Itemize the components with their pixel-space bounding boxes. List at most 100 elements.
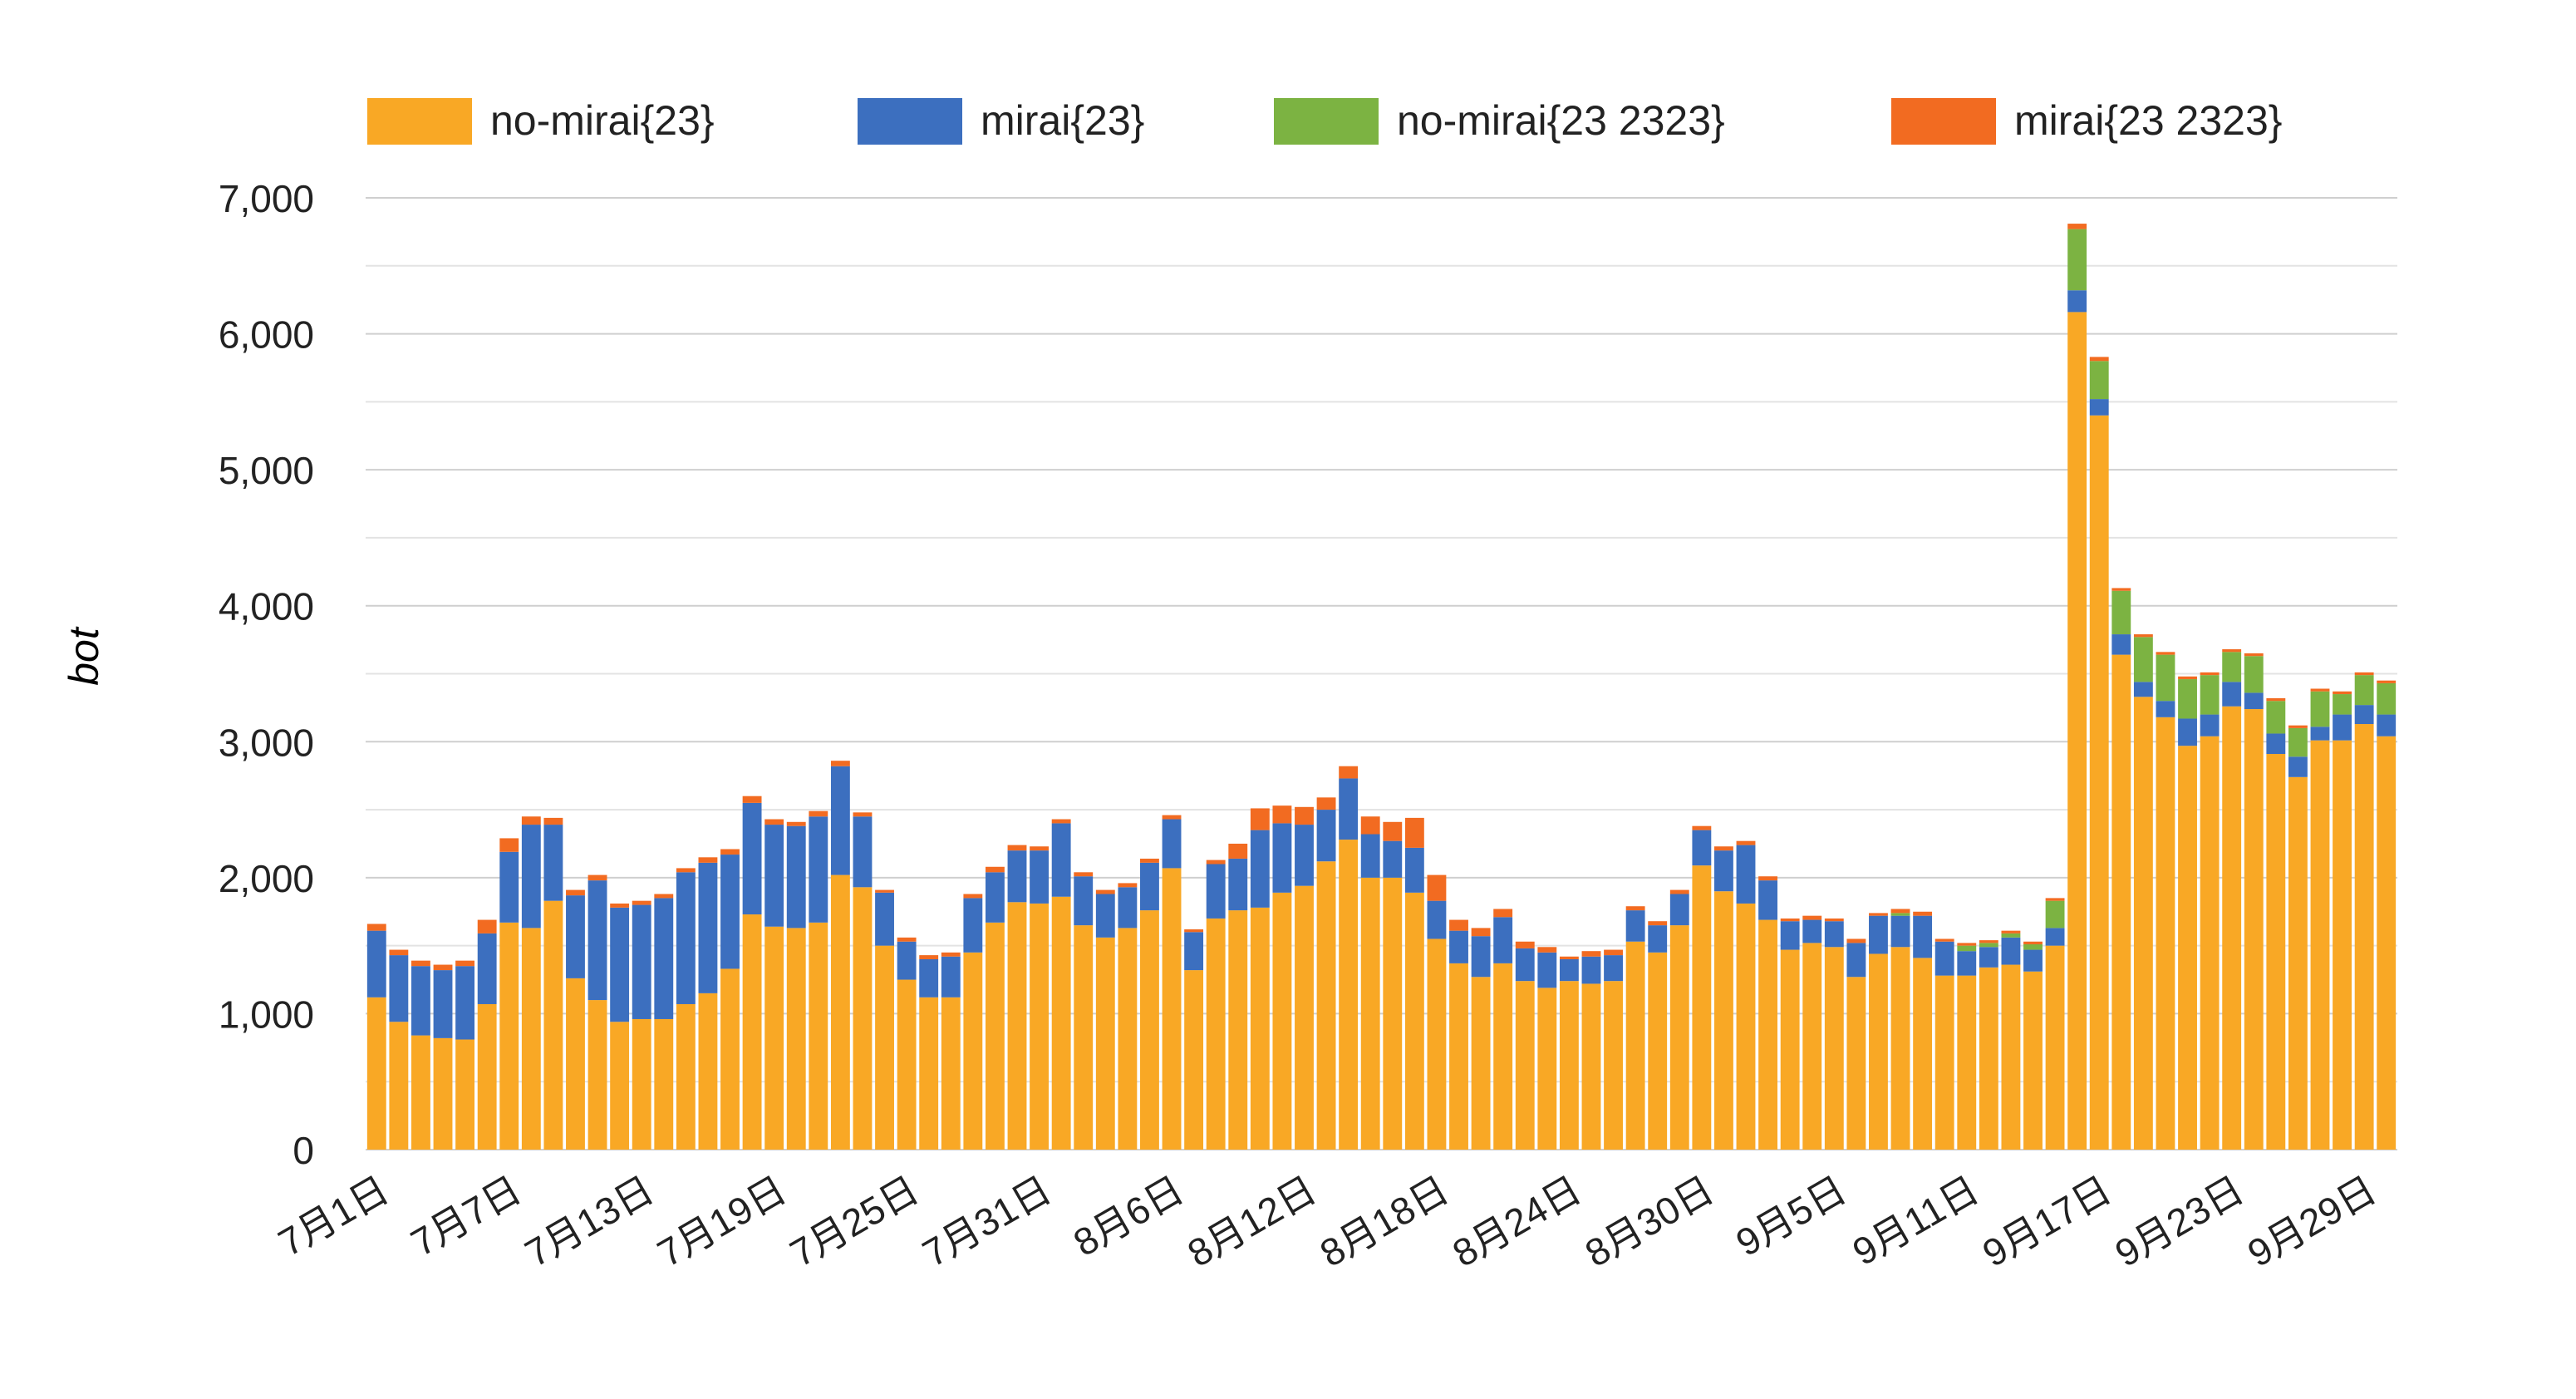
bar-segment-mirai-23-2323 <box>455 960 475 967</box>
bar-segment-mirai-23-2323 <box>1095 889 1115 894</box>
bar-segment-no-mirai-23 <box>2266 754 2286 1150</box>
bar-segment-mirai-23-2323 <box>2244 653 2264 657</box>
bar-segment-mirai-23 <box>897 941 917 980</box>
bar-segment-no-mirai-23 <box>1184 970 1204 1150</box>
bar-segment-mirai-23-2323 <box>2288 725 2308 728</box>
legend-label: no-mirai{23 2323} <box>1397 97 1725 144</box>
bar-segment-mirai-23-2323 <box>2377 680 2397 683</box>
bar-segment-mirai-23 <box>1869 915 1888 954</box>
bar-segment-mirai-23 <box>698 862 718 993</box>
bar-segment-no-mirai-23 <box>1471 977 1491 1150</box>
bar-segment-mirai-23-2323 <box>853 812 873 817</box>
bar-segment-mirai-23 <box>764 825 784 927</box>
bar-segment-mirai-23-2323 <box>698 857 718 863</box>
legend: no-mirai{23} mirai{23} no-mirai{23 2323} mi… <box>367 97 2282 145</box>
bar-segment-no-mirai-23-2323 <box>2089 361 2109 400</box>
bar-segment-mirai-23-2323 <box>1559 956 1579 959</box>
bar-segment-mirai-23-2323 <box>809 810 828 817</box>
x-tick-label: 8月30日 <box>1578 1168 1721 1275</box>
y-tick-label: 4,000 <box>219 585 314 628</box>
bar-segment-no-mirai-23 <box>1537 988 1557 1150</box>
bar-segment-mirai-23 <box>1824 921 1844 948</box>
bar-segment-mirai-23 <box>1250 830 1270 908</box>
x-tick-label: 7月7日 <box>404 1168 528 1265</box>
bar-segment-no-mirai-23 <box>477 1003 497 1150</box>
bar-segment-mirai-23-2323 <box>2222 649 2242 653</box>
bar-segment-mirai-23-2323 <box>1537 947 1557 953</box>
bar-segment-mirai-23 <box>1537 952 1557 988</box>
bar-segment-mirai-23 <box>1559 959 1579 982</box>
bar-segment-no-mirai-23 <box>2354 724 2374 1150</box>
bar-segment-no-mirai-23 <box>919 997 939 1150</box>
legend-swatch <box>367 98 472 145</box>
bar-segment-mirai-23-2323 <box>1206 860 1226 865</box>
bar-segment-no-mirai-23 <box>1074 925 1094 1150</box>
bar-segment-mirai-23-2323 <box>1493 909 1513 918</box>
bar-segment-mirai-23 <box>853 816 873 888</box>
bar-segment-mirai-23-2323 <box>1669 889 1689 894</box>
y-tick-label: 5,000 <box>219 449 314 492</box>
bar-segment-mirai-23 <box>2089 399 2109 416</box>
x-tick-label: 9月17日 <box>1975 1168 2118 1275</box>
legend-label: mirai{23 2323} <box>2014 97 2282 144</box>
bar-segment-mirai-23-2323 <box>1736 840 1756 845</box>
bar-segment-no-mirai-23-2323 <box>2045 900 2065 929</box>
bar-segment-no-mirai-23 <box>941 997 961 1150</box>
bar-segment-mirai-23 <box>2354 705 2374 725</box>
bar-segment-no-mirai-23 <box>1692 865 1712 1150</box>
bar-segment-mirai-23 <box>1272 823 1292 893</box>
bar-segment-mirai-23 <box>1581 956 1601 984</box>
bar-segment-mirai-23 <box>1404 847 1424 893</box>
bar-segment-no-mirai-23 <box>2156 717 2175 1150</box>
bar-segment-mirai-23 <box>2067 290 2087 313</box>
bar-segment-mirai-23-2323 <box>1074 872 1094 877</box>
legend-swatch <box>1891 98 1996 145</box>
bar-segment-no-mirai-23 <box>2045 945 2065 1150</box>
bar-segment-no-mirai-23 <box>1383 877 1403 1150</box>
bar-segment-mirai-23 <box>1736 845 1756 904</box>
bar-segment-no-mirai-23 <box>411 1035 430 1150</box>
bar-segment-no-mirai-23 <box>521 928 541 1150</box>
bar-segment-no-mirai-23 <box>786 928 806 1150</box>
bar-segment-no-mirai-23 <box>1118 928 1138 1150</box>
bar-segment-no-mirai-23 <box>809 922 828 1150</box>
bar-segment-no-mirai-23 <box>1515 981 1535 1150</box>
bar-segment-no-mirai-23 <box>764 926 784 1150</box>
bar-segment-no-mirai-23 <box>2288 776 2308 1150</box>
x-tick-label: 9月23日 <box>2108 1168 2251 1275</box>
bar-segment-no-mirai-23-2323 <box>2111 590 2131 635</box>
bar-segment-mirai-23 <box>2244 692 2264 710</box>
bar-segment-mirai-23-2323 <box>1360 816 1380 835</box>
bar-segment-no-mirai-23 <box>1957 975 1977 1150</box>
bar-segment-mirai-23-2323 <box>566 889 585 896</box>
bar-segment-mirai-23-2323 <box>411 960 430 967</box>
bars <box>366 224 2397 1150</box>
bar-segment-mirai-23 <box>1802 919 1822 943</box>
bar-segment-mirai-23 <box>433 970 453 1038</box>
bar-segment-no-mirai-23-2323 <box>2222 652 2242 682</box>
bar-segment-mirai-23-2323 <box>1979 940 1998 943</box>
bar-segment-mirai-23 <box>1449 930 1468 963</box>
bar-segment-no-mirai-23-2323 <box>2377 682 2397 715</box>
bar-segment-mirai-23-2323 <box>1051 819 1071 824</box>
bar-segment-no-mirai-23 <box>2333 740 2352 1150</box>
x-tick-label: 7月1日 <box>271 1168 396 1265</box>
bar-segment-no-mirai-23 <box>1493 963 1513 1150</box>
bar-segment-mirai-23-2323 <box>1890 909 1910 914</box>
bar-segment-no-mirai-23-2323 <box>2133 637 2153 682</box>
bar-segment-mirai-23 <box>1846 943 1866 978</box>
bar-segment-mirai-23 <box>1471 936 1491 978</box>
bar-segment-mirai-23 <box>1890 915 1910 948</box>
bar-segment-mirai-23 <box>1780 921 1800 950</box>
bar-segment-no-mirai-23 <box>1206 918 1226 1150</box>
bar-segment-mirai-23 <box>1051 823 1071 897</box>
bar-segment-mirai-23 <box>830 766 850 875</box>
bar-segment-mirai-23 <box>1427 900 1447 939</box>
bar-segment-mirai-23 <box>1957 951 1977 976</box>
bar-segment-mirai-23 <box>2133 682 2153 697</box>
x-tick-label: 7月31日 <box>915 1168 1058 1275</box>
bar-segment-mirai-23 <box>2200 714 2220 736</box>
bar-segment-mirai-23-2323 <box>1404 817 1424 848</box>
bar-segment-mirai-23-2323 <box>1295 806 1314 825</box>
bar-segment-no-mirai-23 <box>1095 937 1115 1150</box>
